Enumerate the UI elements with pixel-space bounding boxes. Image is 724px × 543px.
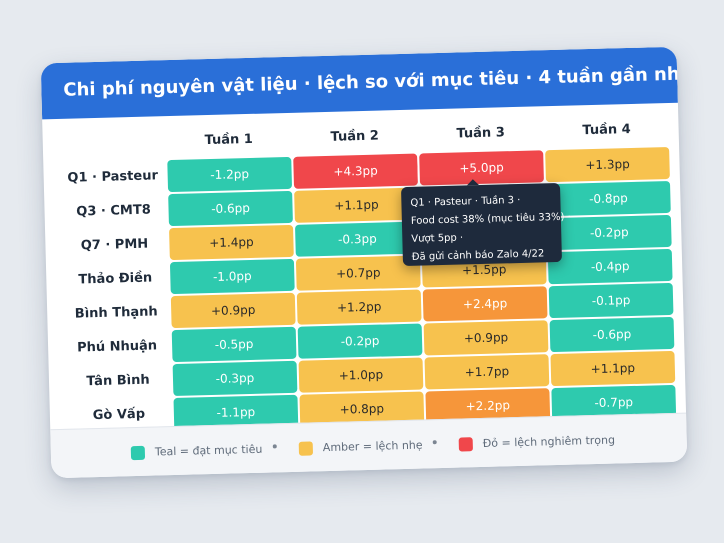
heatmap-cell[interactable]: +1.7pp — [424, 354, 550, 390]
heatmap-cell[interactable]: +0.9pp — [423, 320, 549, 356]
heatmap-cell[interactable]: +1.2pp — [296, 289, 422, 325]
legend-label-amber: Amber = lệch nhẹ — [322, 438, 423, 455]
row-label: Thảo Điền — [78, 270, 153, 288]
column-header: Tuần 2 — [330, 128, 380, 145]
heatmap-cell[interactable]: -0.3pp — [172, 360, 298, 397]
legend: Teal = đạt mục tiêu Amber = lệch nhẹ Đỏ … — [50, 412, 688, 479]
heatmap-cell[interactable]: +4.3pp — [293, 153, 419, 189]
tooltip-line: Đã gửi cảnh báo Zalo 4/22 — [411, 248, 545, 263]
heatmap-cell[interactable]: +1.3pp — [545, 146, 670, 183]
heatmap-cell[interactable]: +2.4pp — [422, 286, 548, 322]
legend-label-red: Đỏ = lệch nghiêm trọng — [482, 433, 616, 450]
column-header: Tuần 1 — [204, 131, 254, 149]
tooltip-line: Food cost 38% (mục tiêu 33%) · — [410, 211, 571, 227]
row-label: Tân Bình — [86, 372, 150, 390]
heatmap-card: Chi phí nguyên vật liệu · lệch so với mụ… — [40, 46, 688, 479]
legend-label-teal: Teal = đạt mục tiêu — [154, 442, 263, 459]
heatmap-cell[interactable]: +1.1pp — [550, 350, 676, 387]
legend-swatch-red — [458, 436, 473, 452]
heatmap-cell[interactable]: +0.7pp — [295, 255, 421, 291]
row-label: Q3 · CMT8 — [76, 202, 151, 220]
legend-item-red: Đỏ = lệch nghiêm trọng — [458, 429, 616, 452]
legend-separator — [432, 440, 437, 445]
row-label: Q1 · Pasteur — [67, 168, 159, 186]
card-title: Chi phí nguyên vật liệu · lệch so với mụ… — [40, 46, 687, 120]
heatmap-cell[interactable]: +1.4pp — [169, 224, 294, 261]
row-label: Gò Vấp — [92, 406, 146, 424]
cell-tooltip: Q1 · Pasteur · Tuần 3 · Food cost 38% (m… — [400, 182, 571, 267]
heatmap-cell[interactable]: -0.4pp — [547, 248, 673, 285]
heatmap-cell[interactable]: +5.0pp — [417, 148, 546, 188]
heatmap-cell[interactable]: +0.9pp — [170, 292, 296, 329]
legend-item-teal: Teal = đạt mục tiêu — [130, 439, 263, 460]
column-header: Tuần 4 — [582, 121, 631, 139]
heatmap-cell[interactable]: -0.6pp — [549, 316, 675, 353]
legend-swatch-teal — [130, 445, 146, 460]
row-label: Q7 · PMH — [80, 236, 149, 254]
row-label: Bình Thạnh — [74, 304, 158, 322]
heatmap-cell[interactable]: -1.2pp — [167, 156, 293, 193]
heatmap-cell[interactable]: -0.6pp — [168, 190, 293, 227]
legend-swatch-amber — [298, 440, 314, 456]
row-label: Phú Nhuận — [76, 338, 158, 356]
legend-separator — [272, 444, 277, 449]
column-header: Tuần 3 — [456, 125, 505, 142]
heatmap-cell[interactable]: -0.2pp — [297, 323, 423, 359]
heatmap-cell[interactable]: +1.0pp — [298, 357, 424, 393]
heatmap-cell[interactable]: -0.5pp — [171, 326, 297, 363]
heatmap-cell[interactable]: -1.0pp — [169, 258, 295, 295]
legend-item-amber: Amber = lệch nhẹ — [298, 435, 423, 456]
heatmap-cell[interactable]: -0.1pp — [548, 282, 674, 319]
